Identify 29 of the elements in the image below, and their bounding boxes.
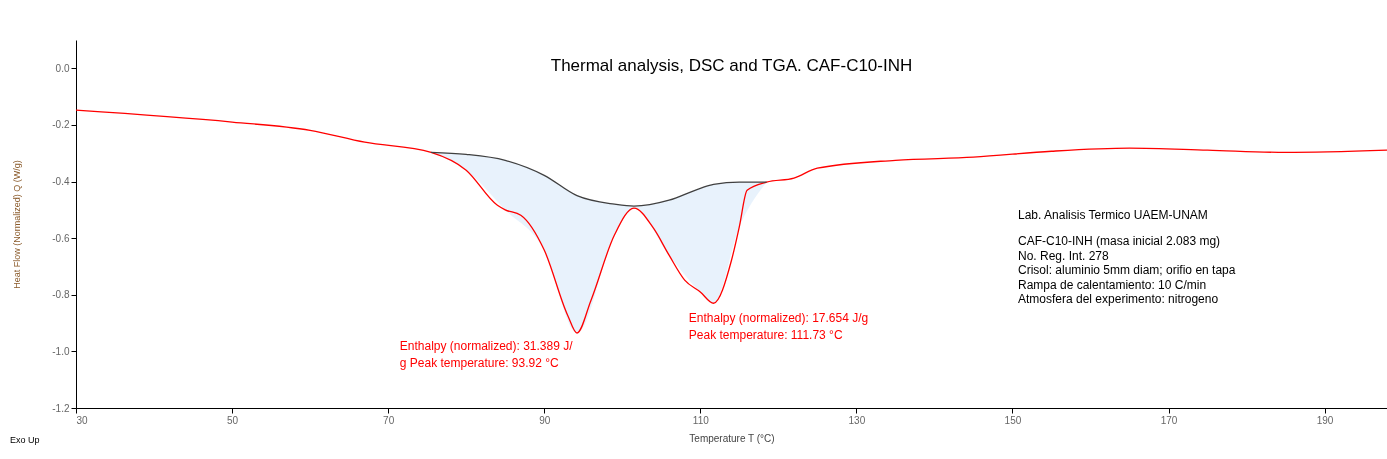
annotation: Rampa de calentamiento: 10 C/min [1018,277,1207,292]
annotation: Crisol: aluminio 5mm diam; orifio en tapa [1018,263,1236,277]
annotation: Enthalpy (normalized): 31.389 J/ g Peak temperature: 93.92 °C [399,338,574,370]
x-tick-label: 50 [227,414,239,426]
y-tick-label: -1.2 [52,402,70,414]
y-tick-label: 0.0 [55,62,70,74]
annotation: Lab. Analisis Termico UAEM-UNAM [1018,208,1208,222]
y-tick-label: -0.6 [52,232,70,244]
y-tick-label: -1.0 [52,345,70,357]
x-tick-label: 90 [539,414,551,426]
annotation: Atmosfera del experimento: nitrogeno [1018,292,1219,306]
x-axis-title: Temperature T (°C) [689,432,775,444]
annotation: CAF-C10-INH (masa inicial 2.083 mg) [1018,234,1221,248]
x-tick-label: 170 [1160,414,1178,426]
x-tick-label: 30 [76,414,89,426]
text: Exo Up [10,435,40,445]
x-tick-label: 150 [1004,414,1022,426]
x-tick-label: 190 [1316,414,1334,426]
text: Thermal analysis, DSC and TGA. CAF-C10-INH [550,56,913,75]
x-tick-label: 70 [383,414,395,426]
y-axis-title: Heat Flow (Normalized) Q (W/g) [12,160,23,289]
x-tick-label: 130 [848,414,866,426]
annotation: Enthalpy (normalized): 17.654 J/g Peak temperature: 111.73 °C [688,311,869,343]
annotation: No. Reg. Int. 278 [1018,248,1110,263]
y-tick-label: -0.4 [52,176,70,188]
line-series [430,151,768,207]
y-tick-label: -0.2 [52,119,70,131]
y-tick-label: -0.8 [52,289,70,301]
x-tick-label: 110 [692,414,710,426]
